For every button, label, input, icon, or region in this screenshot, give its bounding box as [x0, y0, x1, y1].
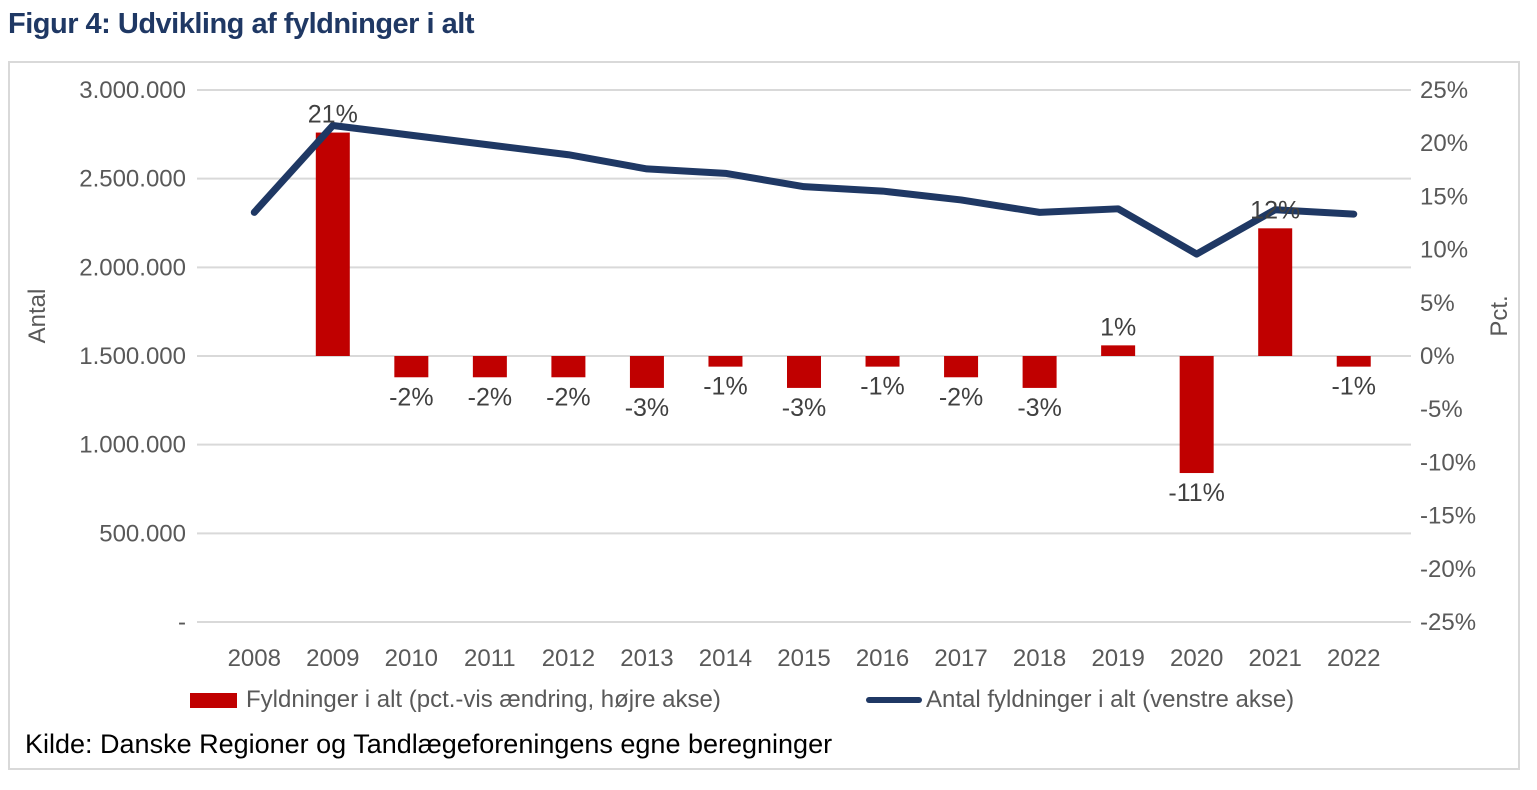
chart-frame — [8, 61, 1520, 770]
bar-series-swatch-icon — [190, 692, 237, 708]
line-series-swatch-icon — [866, 697, 922, 703]
legend-label-line: Antal fyldninger i alt (venstre akse) — [926, 686, 1295, 713]
legend-item-line: Antal fyldninger i alt (venstre akse) — [866, 686, 1295, 713]
right-axis-title: Pct. — [1486, 295, 1513, 337]
chart-title: Figur 4: Udvikling af fyldninger i alt — [8, 8, 475, 40]
left-axis-title: Antal — [24, 288, 51, 344]
source-text: Kilde: Danske Regioner og Tandlægeforeni… — [25, 729, 833, 759]
legend-item-bars: Fyldninger i alt (pct.-vis ændring, højr… — [190, 686, 721, 713]
legend-label-bars: Fyldninger i alt (pct.-vis ændring, højr… — [246, 686, 721, 713]
